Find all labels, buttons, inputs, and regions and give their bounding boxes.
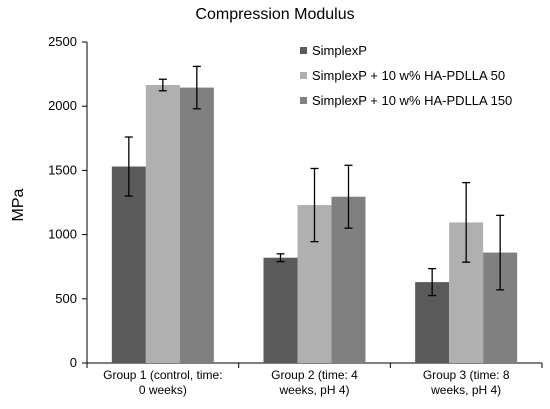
chart-title: Compression Modulus: [195, 6, 355, 23]
x-category-label: Group 3 (time: 8: [423, 368, 510, 382]
x-category-label: weeks, pH 4): [278, 383, 349, 397]
bar: [111, 166, 146, 363]
y-axis-label: MPa: [10, 188, 27, 222]
legend-label: SimplexP: [312, 43, 367, 58]
legend-label: SimplexP + 10 w% HA-PDLLA 150: [312, 93, 512, 108]
x-category-label: Group 2 (time: 4: [271, 368, 358, 382]
legend-swatch: [300, 97, 307, 104]
legend-label: SimplexP + 10 w% HA-PDLLA 50: [312, 68, 505, 83]
y-tick-label: 0: [70, 355, 77, 370]
x-category-label: 0 weeks): [139, 383, 187, 397]
legend-swatch: [300, 47, 307, 54]
y-tick-label: 1000: [48, 227, 77, 242]
x-category-label: Group 1 (control, time:: [103, 368, 222, 382]
bar: [145, 85, 180, 363]
y-tick-label: 2500: [48, 34, 77, 49]
y-tick-label: 1500: [48, 162, 77, 177]
y-tick-label: 500: [55, 291, 77, 306]
bar: [179, 87, 214, 363]
legend-swatch: [300, 72, 307, 79]
y-tick-label: 2000: [48, 98, 77, 113]
bar: [263, 257, 298, 363]
x-category-label: weeks, pH 4): [430, 383, 501, 397]
